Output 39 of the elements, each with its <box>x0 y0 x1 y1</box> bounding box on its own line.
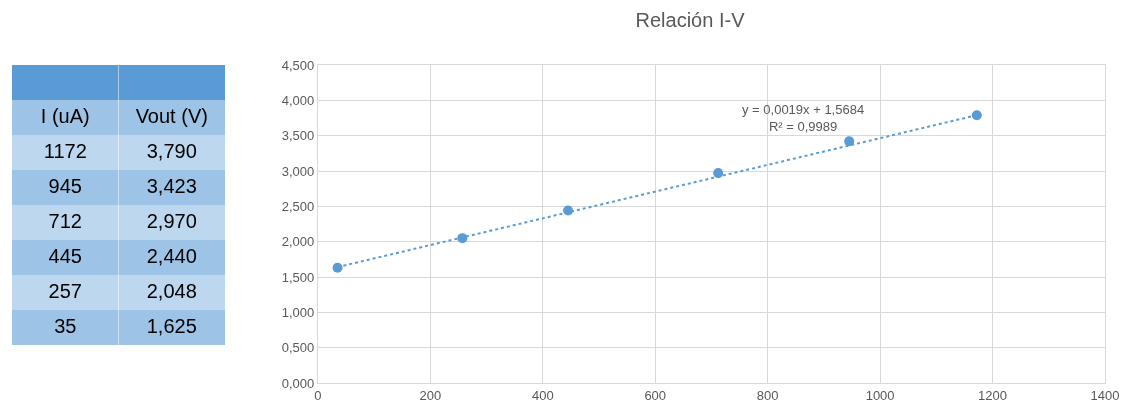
x-tick-label: 0 <box>314 387 322 403</box>
text: 2,048 <box>146 280 197 302</box>
text: 2,970 <box>146 210 197 232</box>
text: Vout (V) <box>135 105 208 127</box>
text: 2,440 <box>146 245 197 267</box>
text: I (uA) <box>40 105 90 127</box>
y-tick-label: 3,000 <box>281 163 315 179</box>
point <box>457 233 468 244</box>
text: 257 <box>48 280 82 302</box>
chart-title: Relación I-V <box>635 9 746 31</box>
point <box>844 136 855 147</box>
y-tick-label: 0,500 <box>281 340 315 356</box>
x-tick-label: 200 <box>419 387 442 403</box>
x-tick-label: 1400 <box>1090 387 1120 403</box>
y-tick-label: 3,500 <box>281 128 315 144</box>
text: 712 <box>48 210 82 232</box>
point <box>332 262 343 273</box>
x-tick-label: 1200 <box>978 387 1008 403</box>
y-tick-label: 4,500 <box>281 57 315 73</box>
y-tick-label: 2,500 <box>281 198 315 214</box>
y-tick-label: 4,000 <box>281 92 315 108</box>
x-tick-label: 400 <box>531 387 554 403</box>
y-tick-label: 0,000 <box>281 375 315 391</box>
x-tick-label: 600 <box>644 387 667 403</box>
text: 1172 <box>43 140 87 162</box>
text: 3,423 <box>146 175 197 197</box>
x-tick-label: 1000 <box>865 387 895 403</box>
point <box>971 110 982 121</box>
text: 445 <box>48 245 82 267</box>
text: 35 <box>54 315 77 337</box>
y-tick-label: 2,000 <box>281 234 315 250</box>
x-tick-label: 800 <box>756 387 779 403</box>
point <box>713 168 724 179</box>
text: 945 <box>48 175 82 197</box>
text: 3,790 <box>146 140 197 162</box>
y-tick-label: 1,500 <box>281 269 315 285</box>
text: 1,625 <box>146 315 197 337</box>
y-tick-label: 1,000 <box>281 304 315 320</box>
annotation: y = 0,0019x + 1,5684 R² = 0,9989 <box>742 102 865 134</box>
